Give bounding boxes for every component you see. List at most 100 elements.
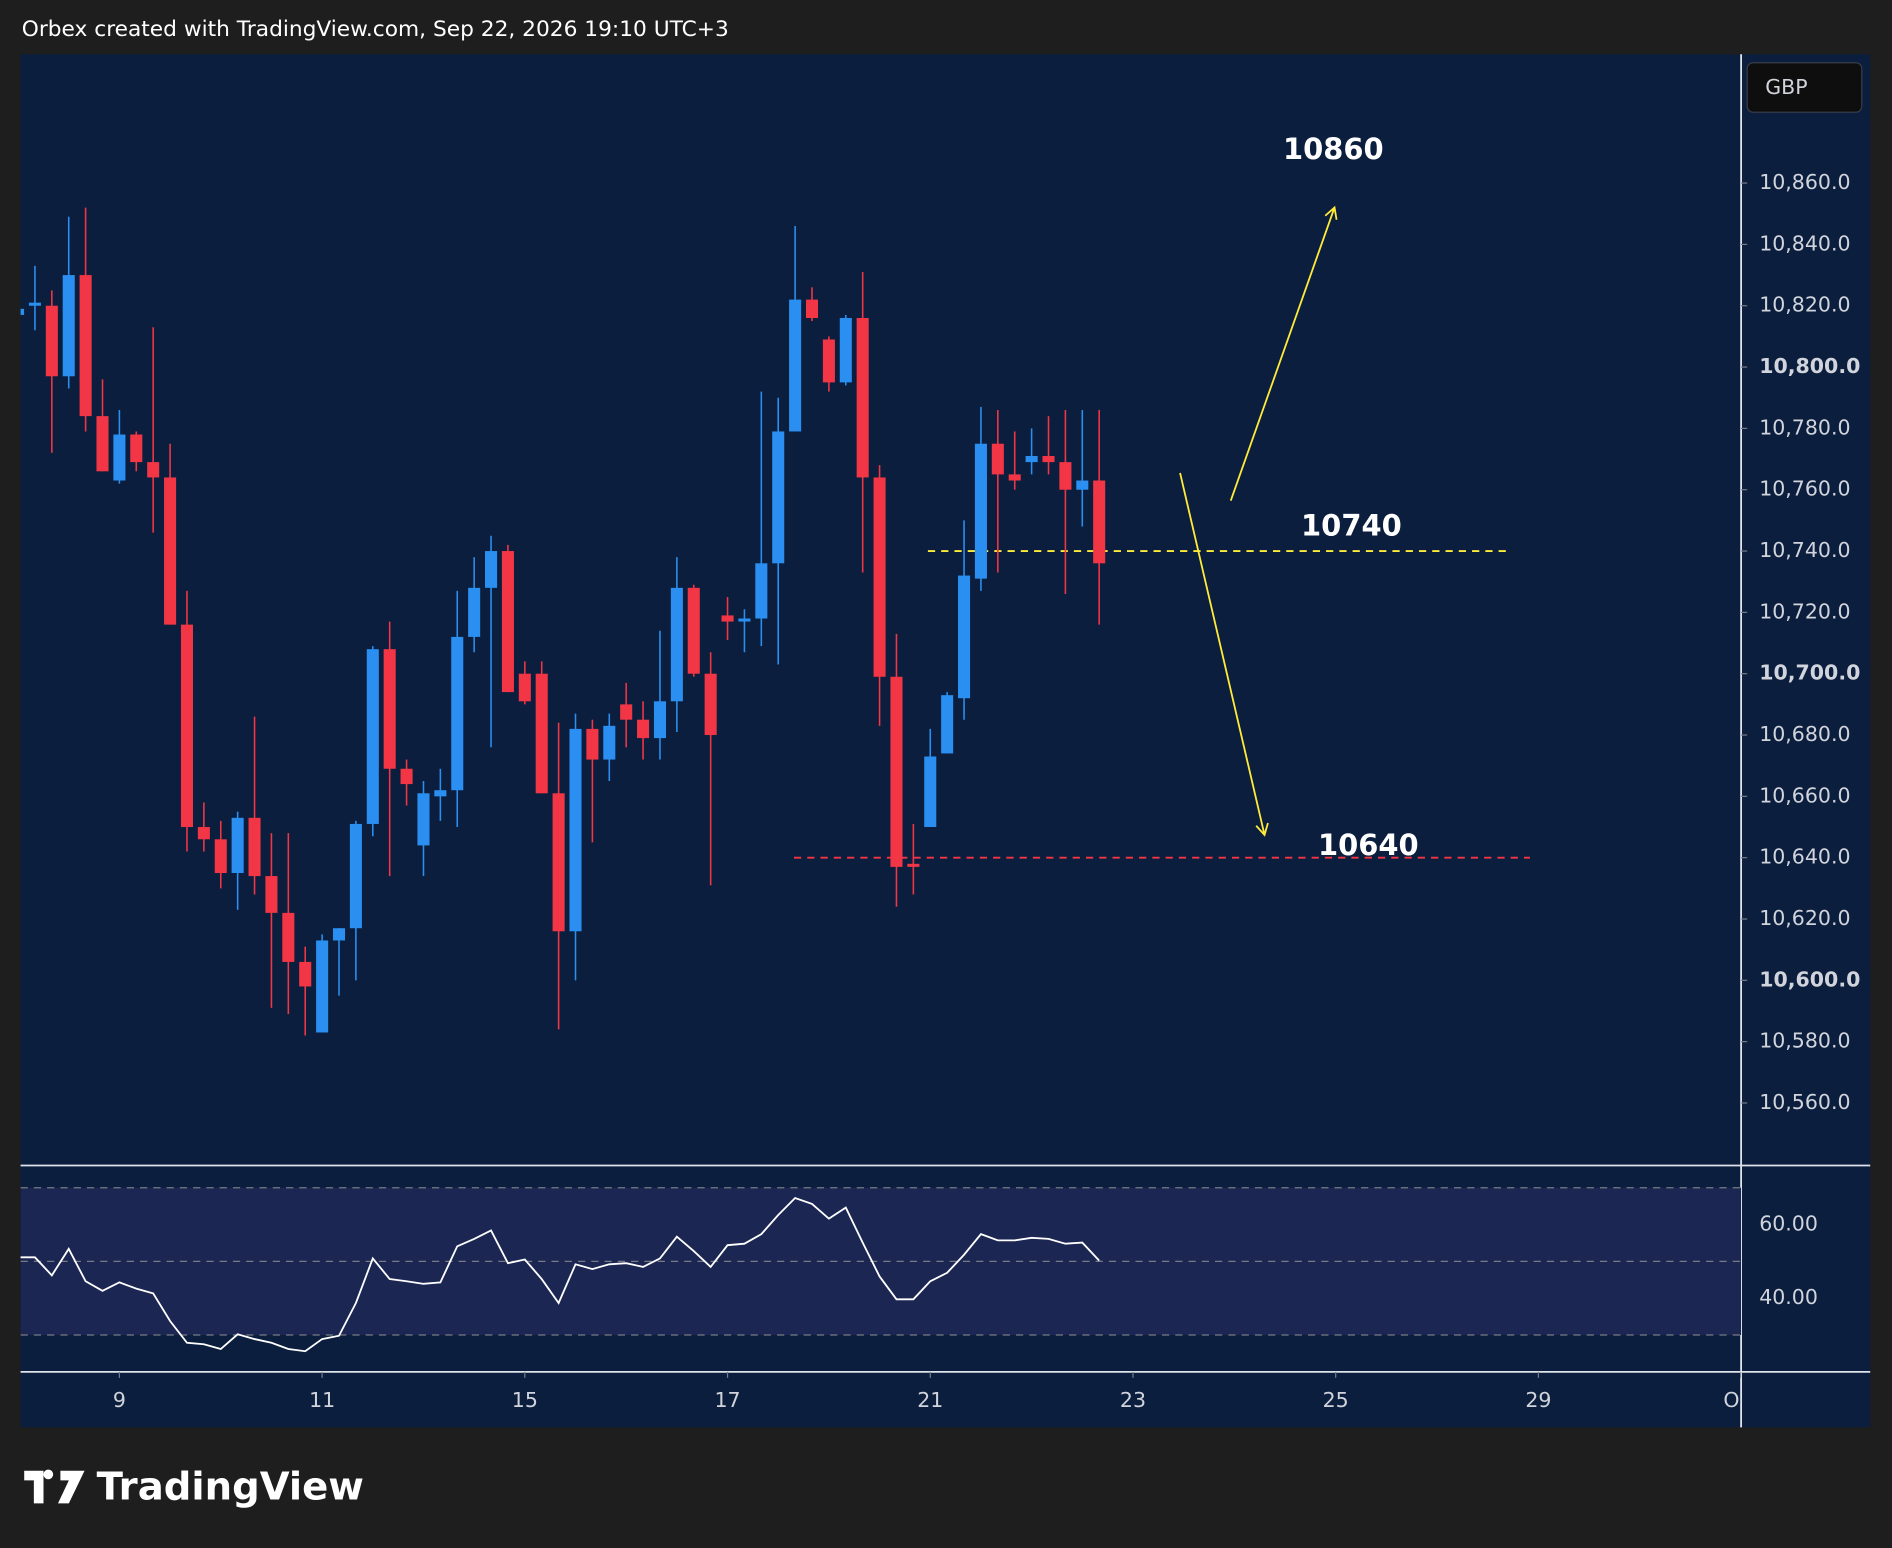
candle-body (552, 793, 565, 932)
candle-body (79, 275, 92, 417)
candle-body (20, 308, 25, 315)
candle-body (839, 318, 852, 383)
candle-body (214, 839, 227, 874)
candle-body (1008, 474, 1021, 481)
candle-body (518, 673, 531, 702)
candle-body (941, 695, 954, 754)
y-tick-label: 10,640.0 (1759, 845, 1850, 869)
y-tick-label: 10,720.0 (1759, 599, 1850, 623)
currency: GBP (1765, 75, 1807, 99)
candle-body (805, 299, 819, 319)
candle-body (873, 477, 886, 677)
x-tick-label: 9 (113, 1388, 126, 1412)
candle-body (332, 928, 346, 941)
y-tick-label: 10,780.0 (1759, 415, 1850, 439)
candle-body (603, 725, 616, 760)
y-tick-label: 10,600.0 (1759, 967, 1860, 991)
candle-body (569, 728, 582, 932)
x-tick-label: 23 (1120, 1388, 1146, 1412)
x-tick-label: 15 (512, 1388, 538, 1412)
level-label: 10740 (1301, 508, 1402, 542)
logo: TradingView (24, 1464, 364, 1509)
logo-icon (24, 1469, 85, 1504)
candle-body (1076, 480, 1089, 490)
candle-body (704, 673, 717, 736)
down-arrow (1179, 472, 1269, 837)
candle-body (755, 563, 768, 619)
candle-body (890, 676, 903, 867)
candle-body (907, 863, 920, 867)
x-tick-label: 25 (1323, 1388, 1349, 1412)
candle-body (349, 823, 362, 929)
candle-body (1042, 455, 1055, 463)
candle-body (417, 793, 430, 846)
header: Orbex created with TradingView.com, Sep … (22, 17, 729, 42)
y-tick-label: 10,680.0 (1759, 722, 1850, 746)
up-arrow (1229, 205, 1338, 502)
candle-body (265, 876, 278, 913)
y-tick-label: 10,700.0 (1759, 661, 1860, 685)
candle-body (653, 701, 667, 739)
level-label: 10860 (1283, 132, 1384, 166)
candle-body (383, 649, 396, 769)
candle-body (400, 768, 413, 785)
x-tick-label: 29 (1525, 1388, 1551, 1412)
candle-body (468, 587, 481, 637)
candle-body (670, 587, 683, 702)
candle-body (96, 416, 109, 472)
rsi-tick-label: 60.00 (1759, 1212, 1818, 1236)
candle-body (197, 827, 210, 840)
rsi-tick-label: 40.00 (1759, 1285, 1818, 1309)
candle-body (1025, 455, 1038, 463)
candle-body (620, 704, 633, 720)
candle-body (147, 462, 160, 478)
candle-body (316, 940, 329, 1033)
candle-body (501, 551, 514, 693)
candle-body (535, 673, 548, 794)
candle-body (248, 817, 261, 877)
plot: 9 11 15 17 21 23 25 29 Oct (20, 207, 1758, 1412)
y-tick-label: 10,560.0 (1759, 1090, 1850, 1114)
x-tick-label: 21 (917, 1388, 943, 1412)
x-tick-label: 17 (714, 1388, 740, 1412)
candle-body (974, 443, 987, 579)
x-tick-label: 11 (309, 1388, 335, 1412)
y-tick-label: 10,860.0 (1759, 170, 1850, 194)
y-tick-label: 10,840.0 (1759, 231, 1850, 255)
candle-body (991, 443, 1004, 475)
candle-body (721, 615, 734, 622)
level-label: 10640 (1318, 828, 1419, 862)
currency-box[interactable] (1746, 62, 1863, 113)
candle-body (434, 790, 447, 797)
candle-body (231, 817, 244, 874)
candle-body (789, 299, 802, 432)
x-tick-label: Oct (1723, 1388, 1758, 1412)
candle-body (772, 431, 785, 564)
y-tick-label: 10,800.0 (1759, 354, 1860, 378)
y-tick-label: 10,580.0 (1759, 1029, 1850, 1053)
y-tick-label: 10,820.0 (1759, 293, 1850, 317)
candle-body (856, 318, 869, 478)
candle-body (164, 477, 177, 625)
y-tick-label: 10,660.0 (1759, 783, 1850, 807)
candle-body (822, 339, 835, 383)
candle-body (586, 728, 599, 760)
candle-body (62, 275, 75, 377)
candle-body (637, 719, 650, 739)
candle-body (1059, 462, 1072, 490)
y-tick-label: 10,740.0 (1759, 538, 1850, 562)
candle-body (130, 434, 143, 463)
candle-body (180, 624, 194, 828)
logo-text: TradingView (97, 1464, 364, 1509)
candle-body (738, 618, 751, 622)
candle-body (28, 302, 41, 306)
y-tick-label: 10,760.0 (1759, 477, 1850, 501)
candle-body (366, 649, 379, 824)
rsi-line (20, 1196, 1100, 1353)
candle-body (451, 636, 464, 791)
candle-body (113, 434, 126, 481)
candle-body (282, 912, 295, 962)
candle-body (299, 961, 312, 987)
